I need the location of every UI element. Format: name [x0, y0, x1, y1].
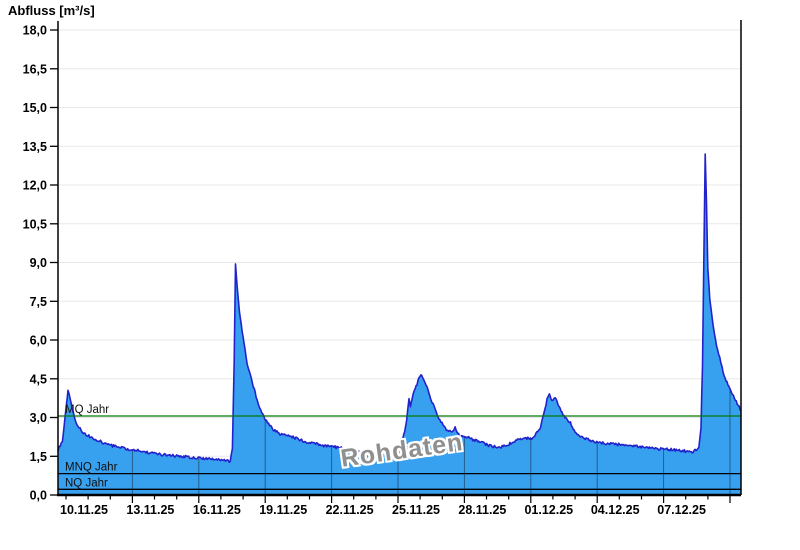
y-tick-label: 6,0: [30, 334, 47, 348]
y-axis-ticks: 0,0 1,5 3,0 4,5 6,0 7,5 9,0 10,5 12,0 13,5 15,0 16,…: [23, 24, 58, 503]
x-tick-label: 25.11.25: [392, 503, 440, 517]
x-tick-label: 16.11.25: [193, 503, 241, 517]
y-tick-label: 9,0: [30, 256, 47, 270]
y-tick-label: 1,5: [30, 450, 47, 464]
y-tick-label: 0,0: [30, 489, 47, 503]
y-tick-label: 12,0: [23, 179, 47, 193]
x-axis-labels: 10.11.25 13.11.25 16.11.25 19.11.25 22.11.25…: [60, 503, 706, 517]
discharge-line: [57, 153, 742, 463]
chart-title: Abfluss [m³/s]: [8, 3, 95, 18]
y-tick-label: 10,5: [23, 217, 47, 231]
discharge-area-series: [57, 153, 742, 495]
x-tick-label: 10.11.25: [60, 503, 108, 517]
reference-line-label: NQ Jahr: [65, 477, 108, 489]
y-tick-label: 7,5: [30, 295, 47, 309]
x-tick-label: 19.11.25: [259, 503, 307, 517]
x-tick-label: 28.11.25: [458, 503, 506, 517]
y-tick-label: 15,0: [23, 101, 47, 115]
x-tick-label: 04.12.25: [591, 503, 640, 517]
axes: [57, 20, 742, 497]
y-gridlines: [58, 29, 741, 457]
reference-lines: MQ Jahr MNQ Jahr NQ Jahr: [58, 404, 741, 490]
y-tick-label: 16,5: [23, 62, 47, 76]
reference-line-label: MQ Jahr: [65, 404, 109, 416]
y-tick-label: 13,5: [23, 140, 47, 154]
x-tick-label: 01.12.25: [524, 503, 573, 517]
y-tick-label: 3,0: [30, 411, 47, 425]
x-axis-ticks: [65, 495, 731, 503]
x-tick-label: 13.11.25: [126, 503, 174, 517]
y-tick-label: 4,5: [30, 372, 47, 386]
x-tick-label: 22.11.25: [326, 503, 374, 517]
reference-line-label: MNQ Jahr: [65, 462, 118, 474]
y-tick-label: 18,0: [23, 24, 47, 38]
x-tick-label: 07.12.25: [657, 503, 706, 517]
